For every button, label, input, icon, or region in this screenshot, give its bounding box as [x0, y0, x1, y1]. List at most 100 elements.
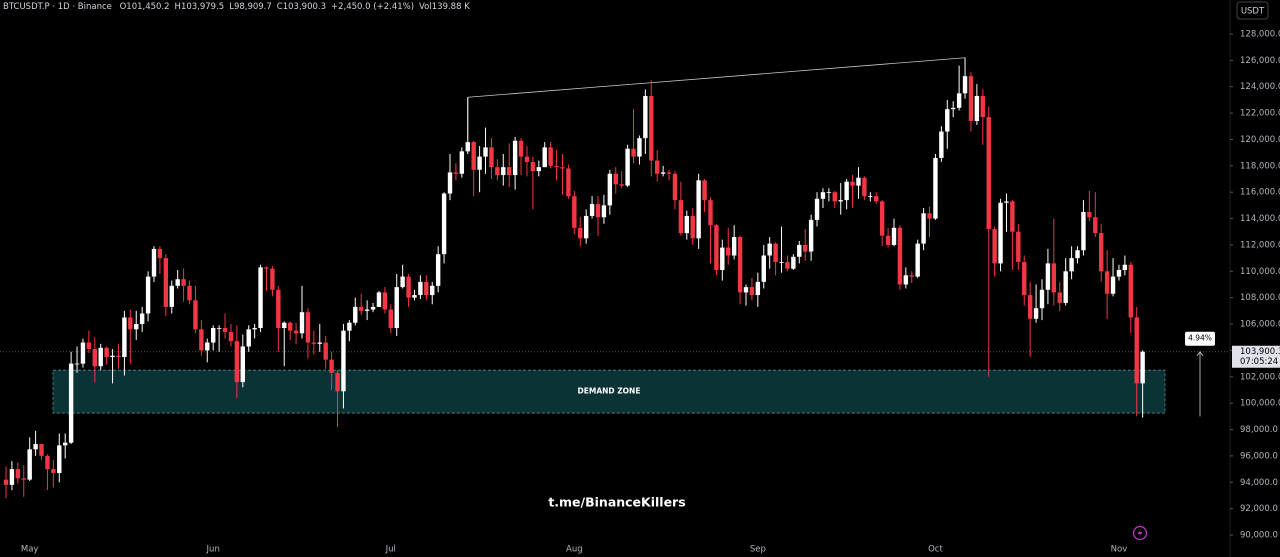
candle-body [359, 306, 364, 311]
header-stat: L98,909.7 [229, 2, 272, 12]
y-tick-label: 116,000.0 [1240, 188, 1280, 198]
candle-body [317, 342, 322, 344]
y-tick-label: 112,000.0 [1240, 240, 1280, 250]
y-tick-label: 96,000.0 [1240, 451, 1278, 461]
candle-body [548, 147, 553, 166]
candle-body [512, 140, 518, 176]
candle-body [945, 109, 950, 132]
candle-body [1051, 263, 1057, 293]
candle-body [856, 177, 861, 186]
candle-body [276, 289, 281, 329]
candle-body [1004, 201, 1009, 203]
candle-body [370, 306, 376, 310]
candle-body [998, 202, 1003, 264]
candle-body [169, 285, 174, 307]
candle-body [832, 192, 837, 202]
candle-body [27, 449, 32, 480]
candle-body [702, 180, 707, 201]
candle-body [92, 349, 97, 367]
candle-body [578, 227, 583, 239]
candle-body [151, 248, 157, 277]
candle-body [311, 342, 317, 344]
candle-body [915, 243, 920, 277]
candle-body [376, 292, 382, 307]
candle-body [453, 172, 459, 174]
x-tick-label: Oct [928, 545, 943, 555]
candle-body [435, 254, 441, 286]
candle-body [163, 258, 169, 307]
header-stat: +2,450.0 (+2.41%) [331, 2, 415, 12]
candle-body [1087, 211, 1092, 218]
candle-body [234, 341, 240, 383]
candle-body [122, 317, 127, 358]
candle-body [921, 213, 926, 244]
candle-body [15, 469, 21, 479]
candle-body [193, 300, 198, 330]
candle-body [1104, 271, 1110, 294]
candle-body [1057, 292, 1062, 303]
candle-body [51, 469, 56, 474]
lightning-icon[interactable] [1132, 525, 1148, 541]
candle-body [619, 184, 624, 186]
x-tick-label: Jul [385, 545, 396, 555]
candle-body [524, 156, 530, 162]
candle-body [554, 165, 559, 168]
candle-body [761, 255, 766, 282]
candle-body [406, 276, 411, 298]
x-tick-label: Aug [566, 545, 583, 555]
candle-body [708, 200, 713, 226]
candle-body [826, 192, 832, 194]
candle-body [844, 181, 849, 201]
candle-body [631, 148, 636, 157]
candle-body [412, 295, 417, 298]
measure-arrowhead [1196, 351, 1204, 356]
y-tick-label: 120,000.0 [1240, 135, 1280, 145]
y-tick-label: 102,000.0 [1240, 372, 1280, 382]
candle-body [145, 276, 151, 314]
candle-body [1063, 271, 1068, 303]
candle-body [850, 181, 855, 186]
candle-body [110, 355, 115, 358]
lightning-bolt [1137, 528, 1143, 538]
candle-body [507, 167, 512, 176]
candle-body [566, 168, 571, 197]
candle-body [968, 76, 974, 122]
candle-body [430, 285, 435, 296]
candle-body [785, 262, 790, 269]
candle-body [672, 173, 678, 201]
candle-body [1134, 317, 1139, 384]
y-tick-label: 118,000.0 [1240, 161, 1280, 171]
candle-body [501, 167, 506, 176]
y-tick-label: 94,000.0 [1240, 478, 1278, 488]
candle-body [879, 201, 885, 236]
candle-body [666, 172, 672, 174]
candle-body [63, 442, 68, 446]
candle-body [175, 279, 180, 286]
candle-body [1039, 289, 1045, 309]
candle-body [424, 281, 429, 296]
candle-body [583, 215, 589, 239]
measure-label-box [1185, 331, 1215, 346]
candle-body [489, 147, 494, 168]
candle-body [1075, 250, 1080, 259]
candle-body [134, 324, 139, 330]
y-tick-label: 100,000.0 [1240, 399, 1280, 409]
candle-body [21, 478, 26, 480]
candle-body [1069, 258, 1074, 272]
candle-body [897, 227, 903, 285]
candle-body [459, 151, 465, 174]
candle-body [690, 215, 695, 239]
header-stat: C103,900.3 [276, 2, 326, 12]
candle-body [323, 342, 328, 360]
currency-button[interactable] [1236, 1, 1269, 20]
candle-body [394, 287, 399, 329]
y-tick-label: 114,000.0 [1240, 214, 1280, 224]
candle-body [465, 142, 470, 152]
candle-body [264, 267, 269, 269]
candle-body [9, 469, 15, 485]
candle-body [595, 204, 601, 218]
candle-body [743, 287, 749, 293]
x-tick-label: Sep [750, 545, 766, 555]
candle-body [335, 372, 340, 392]
candle-body [98, 347, 103, 367]
